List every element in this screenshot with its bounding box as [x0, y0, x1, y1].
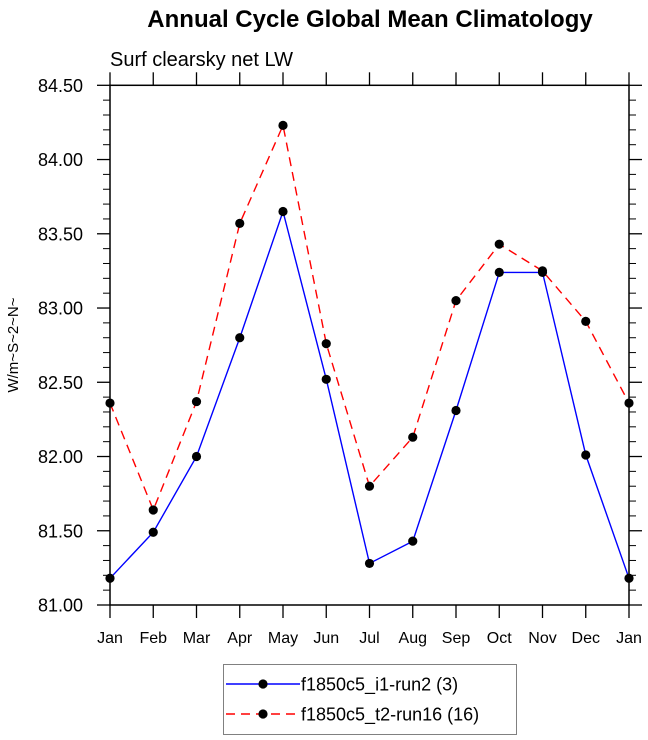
series-layer — [105, 120, 634, 583]
x-tick-label: Feb — [139, 630, 167, 647]
x-tick-label: Mar — [183, 630, 211, 647]
data-point — [537, 266, 548, 276]
data-point — [364, 558, 375, 569]
series-line — [109, 209, 630, 579]
legend-item: f1850c5_t2-run16 (16) — [226, 705, 479, 726]
y-tick-label: 82.00 — [38, 447, 83, 467]
data-point — [364, 481, 375, 491]
data-point — [278, 206, 288, 217]
legend: f1850c5_i1-run2 (3) f1850c5_t2-run16 (16) — [223, 664, 517, 735]
x-tick-label: May — [268, 630, 298, 647]
x-tick-label: Nov — [528, 630, 556, 647]
data-point — [581, 316, 591, 326]
data-point — [408, 536, 418, 546]
x-tick-label: Jun — [313, 630, 339, 647]
x-tick-label: Aug — [399, 630, 427, 647]
plot-frame — [109, 84, 630, 606]
axes: 81.00 81.50 82.00 82.50 83.00 83.50 84.00 84.50… — [38, 72, 642, 647]
data-point — [191, 396, 202, 407]
x-tick-label: Jan — [616, 630, 642, 647]
legend-label: f1850c5_t2-run16 (16) — [301, 705, 479, 726]
x-tick-label: Sep — [442, 630, 471, 647]
data-point — [105, 573, 115, 583]
chart-title: Annual Cycle Global Mean Climatology — [147, 6, 593, 33]
y-tick-label: 84.50 — [38, 76, 83, 96]
legend-item: f1850c5_i1-run2 (3) — [226, 675, 458, 696]
data-point — [191, 451, 202, 462]
legend-marker — [258, 709, 268, 719]
data-point — [494, 267, 504, 277]
y-tick-label: 81.00 — [38, 596, 83, 616]
chart-subtitle: Surf clearsky net LW — [110, 49, 293, 71]
data-point — [235, 218, 245, 228]
data-point — [494, 239, 504, 249]
data-point — [451, 296, 461, 306]
series-1 — [105, 120, 634, 515]
data-point — [624, 398, 634, 408]
x-tick-label: Dec — [572, 630, 600, 647]
legend-box — [223, 664, 517, 735]
x-tick-label: Jul — [359, 630, 379, 647]
data-point — [105, 398, 115, 408]
x-tick-label: Jan — [97, 630, 123, 647]
y-tick-label: 81.50 — [38, 521, 83, 541]
data-point — [148, 505, 158, 515]
data-point — [408, 432, 418, 442]
data-point — [451, 405, 461, 416]
x-tick-label: Apr — [227, 630, 253, 647]
y-axis-label: W/m~S~2~N~ — [5, 297, 22, 392]
y-tick-label: 82.50 — [38, 373, 83, 393]
y-tick-label: 84.00 — [38, 150, 83, 170]
data-point — [624, 573, 634, 583]
x-tick-label: Oct — [487, 630, 512, 647]
data-point — [321, 339, 331, 349]
legend-label: f1850c5_i1-run2 (3) — [301, 675, 458, 696]
series-line — [109, 123, 630, 512]
data-point — [321, 374, 331, 384]
data-point — [278, 120, 288, 130]
y-tick-label: 83.50 — [38, 224, 83, 244]
series-0 — [105, 206, 634, 583]
data-point — [235, 333, 245, 343]
y-tick-label: 83.00 — [38, 299, 83, 319]
data-point — [148, 527, 158, 537]
legend-marker — [258, 679, 268, 689]
data-point — [581, 450, 591, 460]
